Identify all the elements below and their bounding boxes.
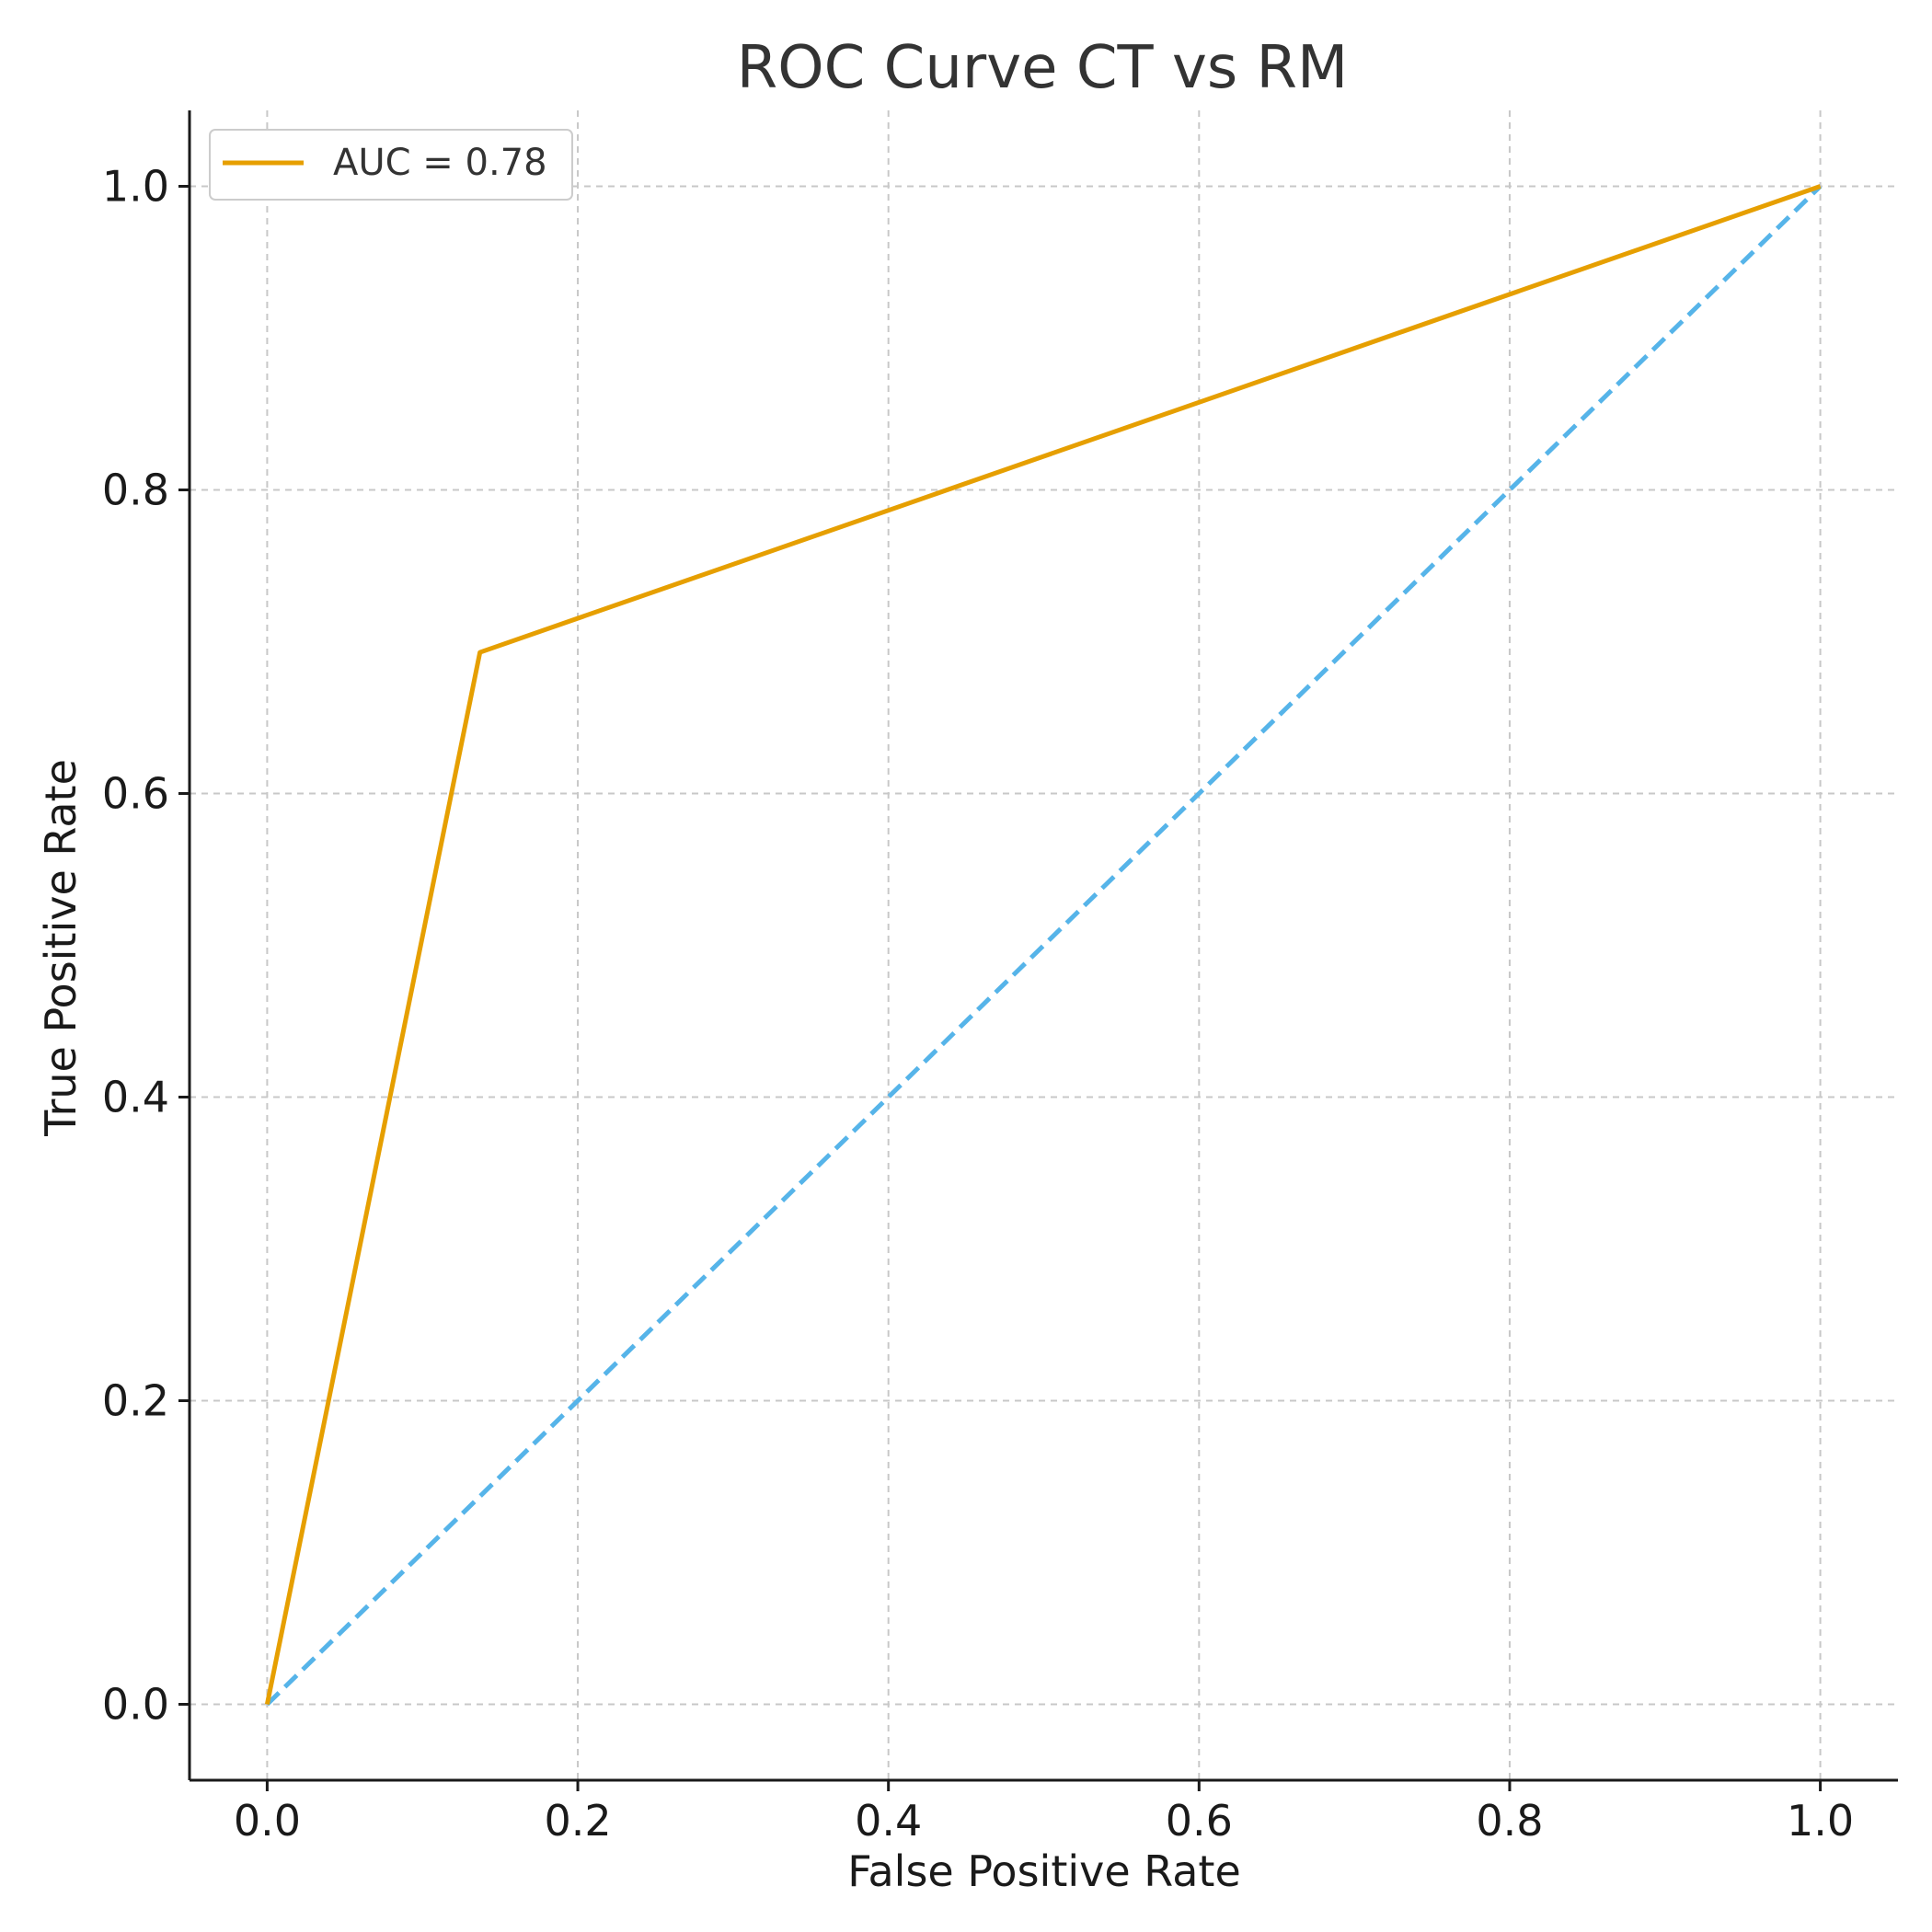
y-tick-label: 0.8 bbox=[102, 466, 169, 515]
x-tick-label: 1.0 bbox=[1787, 1796, 1854, 1846]
x-tick-label: 0.4 bbox=[855, 1796, 922, 1846]
x-axis-label: False Positive Rate bbox=[847, 1846, 1241, 1896]
y-tick-label: 0.6 bbox=[102, 769, 169, 819]
ticks: 0.0 0.2 0.4 0.6 0.8 1.0 0.0 0.2 0.4 0.6 0.8 1.0 bbox=[102, 162, 1854, 1846]
x-tick-label: 0.6 bbox=[1166, 1796, 1233, 1846]
roc-curve-line bbox=[264, 184, 1822, 1705]
y-tick-label: 0.2 bbox=[102, 1376, 169, 1426]
axes-spines bbox=[188, 110, 1898, 1782]
chance-diagonal-line bbox=[265, 184, 1823, 1707]
y-tick-label: 1.0 bbox=[102, 162, 169, 212]
x-tick-label: 0.0 bbox=[234, 1796, 301, 1846]
legend-label-auc: AUC = 0.78 bbox=[333, 142, 547, 184]
legend-box bbox=[209, 129, 573, 201]
x-tick-label: 0.2 bbox=[544, 1796, 611, 1846]
legend: AUC = 0.78 bbox=[209, 129, 573, 201]
y-axis-label: True Positive Rate bbox=[36, 759, 86, 1137]
grid bbox=[190, 110, 1898, 1780]
x-tick-label: 0.8 bbox=[1476, 1796, 1543, 1846]
y-tick-label: 0.4 bbox=[102, 1073, 169, 1122]
chart-title: ROC Curve CT vs RM bbox=[737, 34, 1348, 102]
series-layer bbox=[264, 184, 1823, 1707]
y-tick-label: 0.0 bbox=[102, 1680, 169, 1730]
